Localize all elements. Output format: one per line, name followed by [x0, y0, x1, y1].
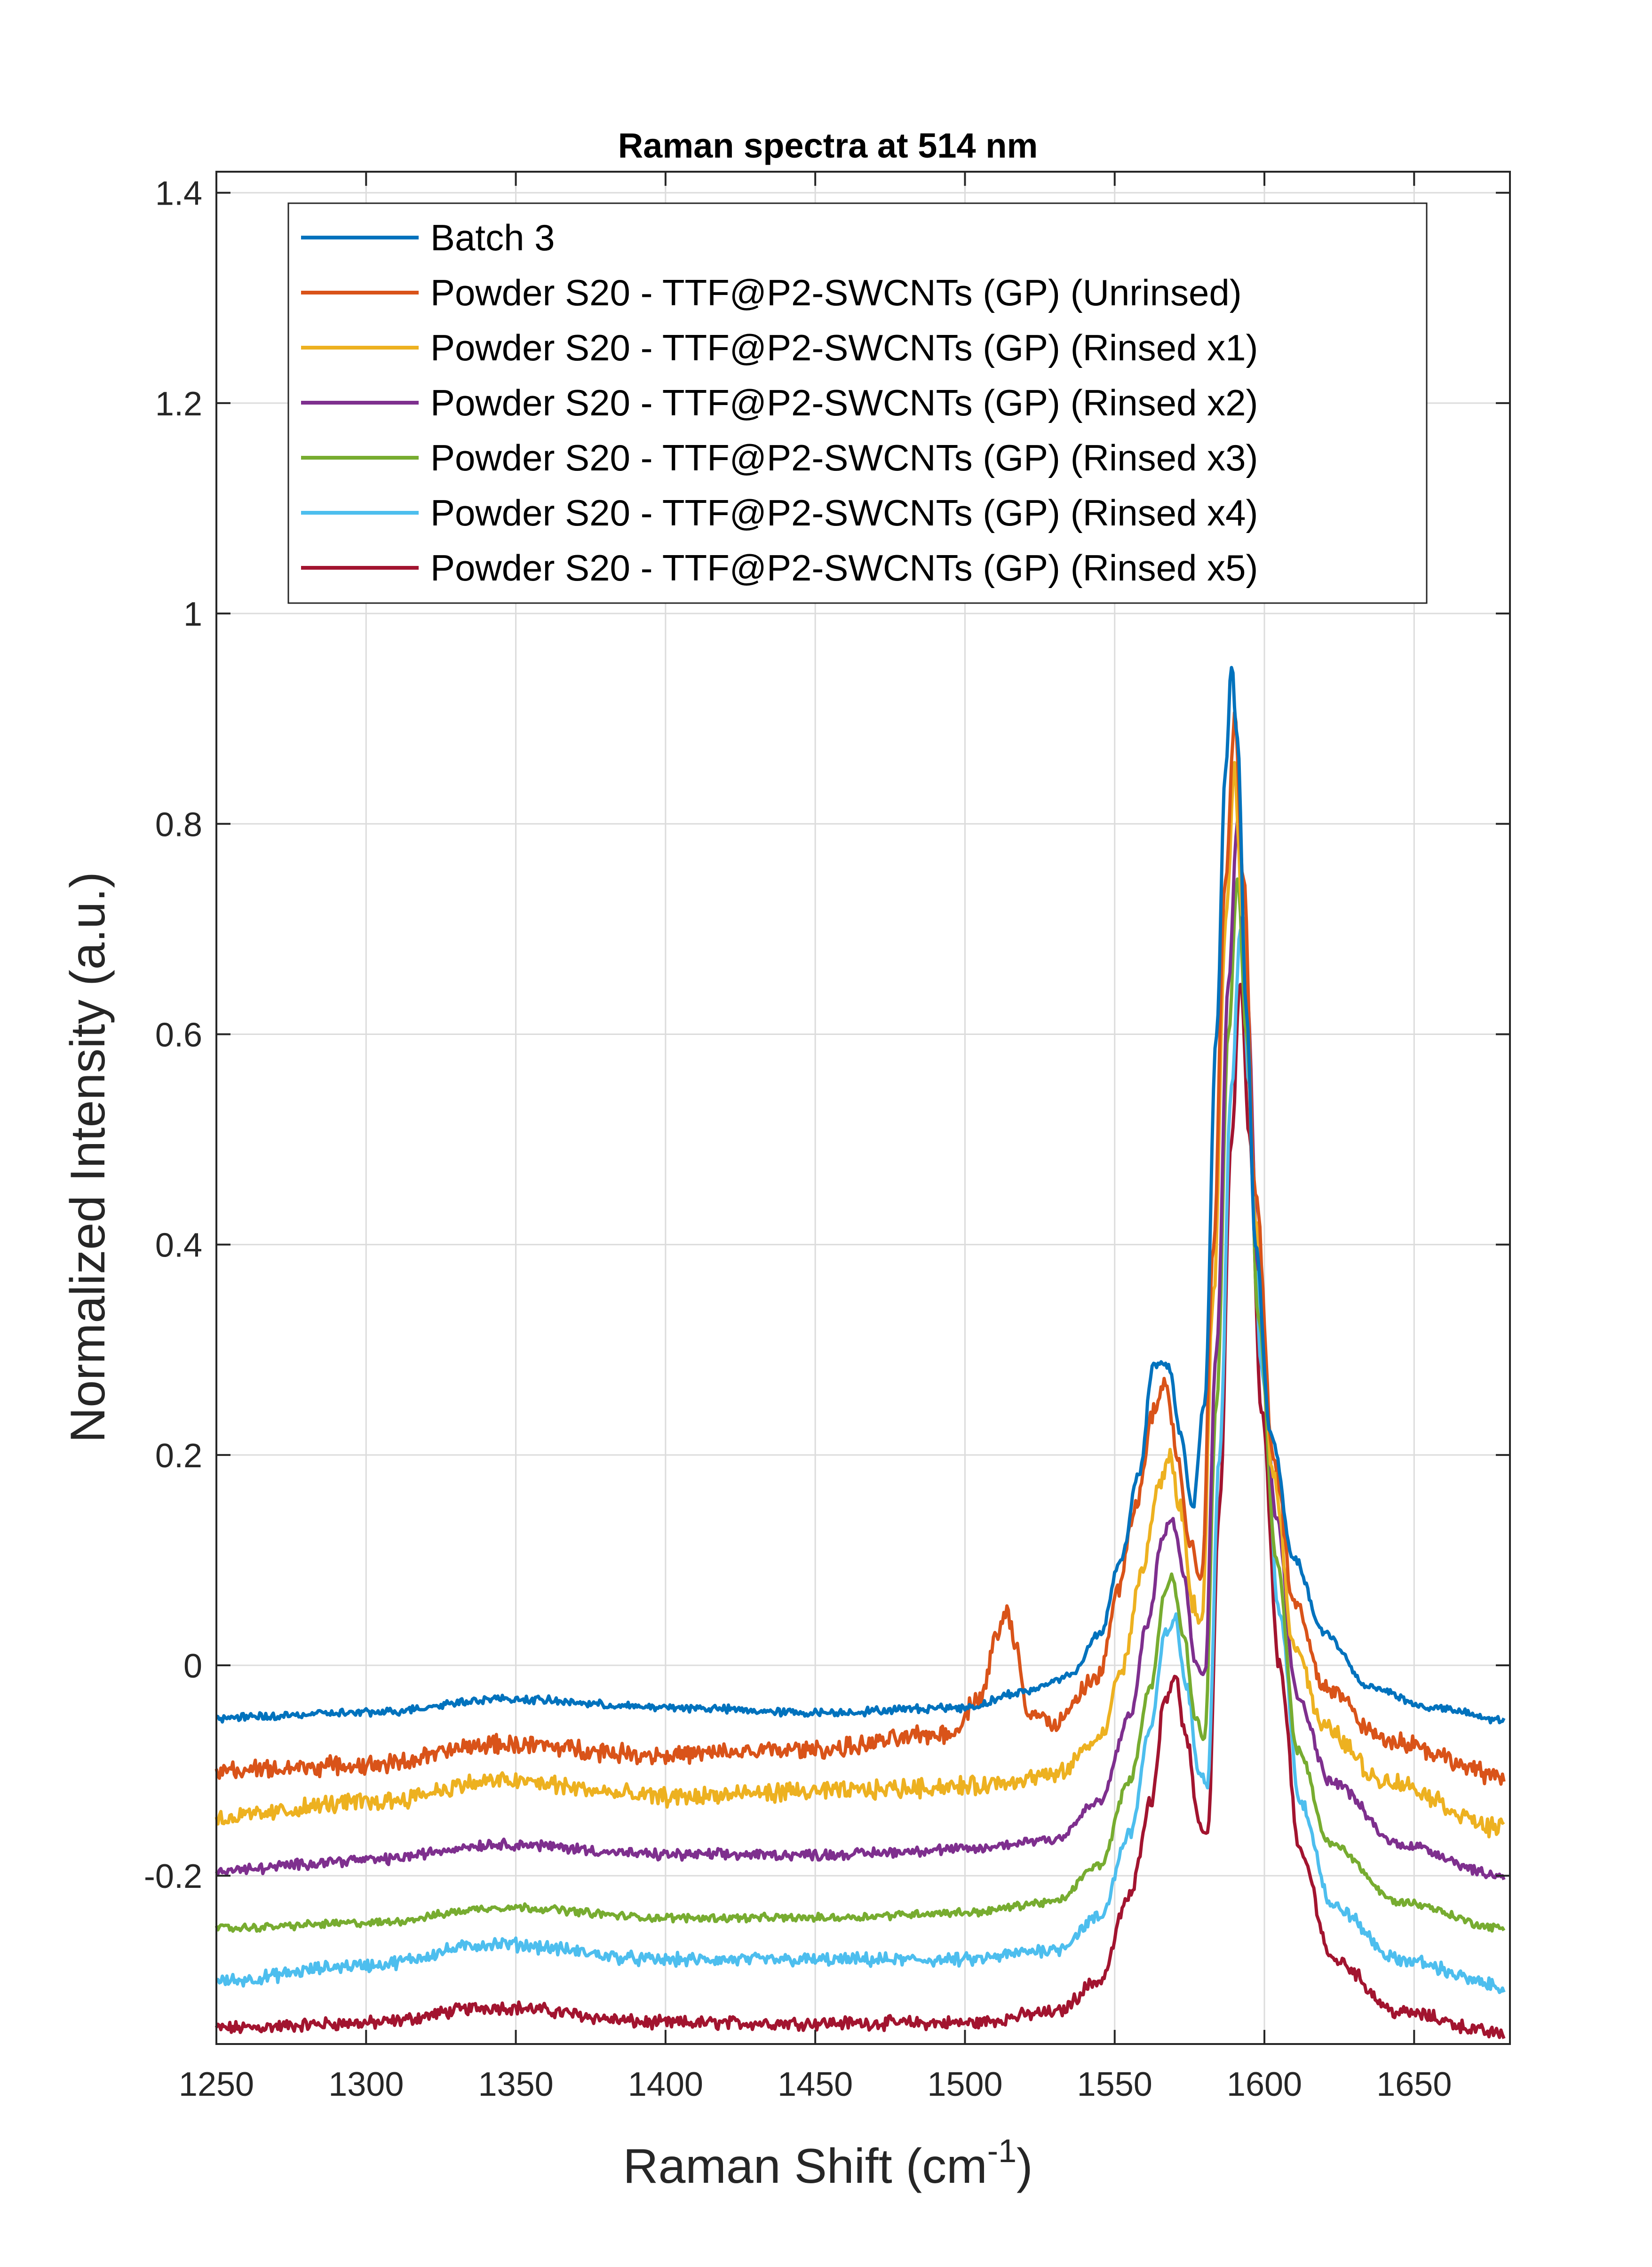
legend: Batch 3 Powder S20 - TTF@P2-SWCNTs (GP) (… — [287, 202, 1428, 604]
legend-box — [287, 202, 1428, 604]
legend-label: Powder S20 - TTF@P2-SWCNTs (GP) (Rinsed … — [430, 437, 1258, 478]
x-axis-title-main: Raman Shift (cm — [623, 2139, 987, 2194]
y-tick-label: 0.8 — [155, 806, 202, 843]
x-tick-label: 1500 — [927, 2066, 1002, 2103]
y-tick-label: 0.2 — [155, 1437, 202, 1475]
series-line-7 — [214, 983, 1506, 2039]
series-line-2 — [214, 710, 1506, 1786]
y-tick-label: 1.4 — [155, 175, 202, 213]
x-tick-label: 1400 — [628, 2066, 703, 2103]
x-tick-label: 1450 — [778, 2066, 853, 2103]
series-line-4 — [214, 819, 1506, 1880]
y-tick-label: 0 — [183, 1647, 202, 1685]
y-tick-label: 0.6 — [155, 1016, 202, 1054]
y-tick-label: -0.2 — [144, 1858, 202, 1895]
x-tick-label: 1350 — [478, 2066, 553, 2103]
legend-label: Powder S20 - TTF@P2-SWCNTs (GP) (Rinsed … — [430, 547, 1258, 589]
x-tick-label: 1250 — [179, 2066, 254, 2103]
legend-label: Powder S20 - TTF@P2-SWCNTs (GP) (Rinsed … — [430, 492, 1258, 533]
legend-label: Powder S20 - TTF@P2-SWCNTs (GP) (Rinsed … — [430, 327, 1258, 368]
series-line-3 — [214, 761, 1505, 1838]
x-tick-label: 1600 — [1227, 2066, 1302, 2103]
legend-entries: Batch 3 Powder S20 - TTF@P2-SWCNTs (GP) (… — [301, 217, 1258, 589]
x-tick-label: 1650 — [1376, 2066, 1452, 2103]
x-axis-title-close: ) — [1017, 2139, 1033, 2194]
x-axis-title-superscript: -1 — [987, 2132, 1017, 2169]
series-line-1 — [215, 666, 1506, 1725]
legend-label: Powder S20 - TTF@P2-SWCNTs (GP) (Rinsed … — [430, 382, 1258, 423]
series-line-5 — [214, 877, 1506, 1933]
x-tick-label: 1550 — [1077, 2066, 1152, 2103]
y-axis-title: Normalized Intensity (a.u.) — [61, 872, 115, 1443]
series-lines — [214, 666, 1506, 2039]
x-tick-label: 1300 — [328, 2066, 404, 2103]
y-tick-label: 0.4 — [155, 1227, 202, 1265]
legend-label: Batch 3 — [430, 217, 555, 258]
y-tick-label: 1 — [183, 596, 202, 633]
plot-area-frame — [215, 171, 1511, 2045]
legend-label: Powder S20 - TTF@P2-SWCNTs (GP) (Unrinse… — [430, 272, 1242, 313]
chart-title: Raman spectra at 514 nm — [618, 126, 1038, 165]
y-tick-label: 1.2 — [155, 385, 202, 423]
x-axis-title: Raman Shift (cm-1) — [623, 2132, 1032, 2194]
axis-ticks: 1250 1300 1350 1400 1450 1500 1550 1600 1650 -0.2… — [144, 172, 1510, 2103]
